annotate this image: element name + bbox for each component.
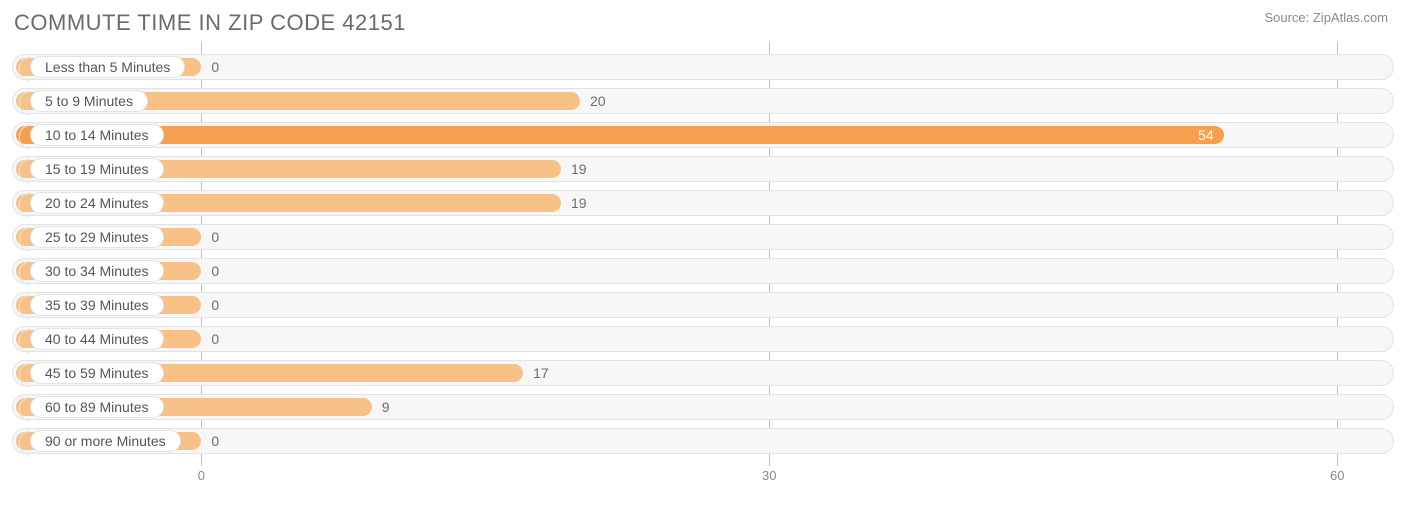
category-label: 90 or more Minutes [30,430,181,452]
bar-row: 45 to 59 Minutes 17 [12,356,1394,390]
chart-header: COMMUTE TIME IN ZIP CODE 42151 Source: Z… [0,0,1406,42]
bar-value: 0 [211,59,219,75]
bar-value: 0 [211,263,219,279]
chart-area: Less than 5 Minutes 0 5 to 9 Minutes 20 10 t… [12,42,1394,484]
category-label: 35 to 39 Minutes [30,294,164,316]
category-label: 45 to 59 Minutes [30,362,164,384]
bar-value: 9 [382,399,390,415]
category-label: 25 to 29 Minutes [30,226,164,248]
bar-value: 54 [1198,127,1214,143]
bar-value: 19 [571,195,587,211]
x-tick-label: 0 [198,468,205,483]
bar-track [12,428,1394,454]
bar-track [12,292,1394,318]
category-label: 20 to 24 Minutes [30,192,164,214]
bar-value: 17 [533,365,549,381]
bar-row: 25 to 29 Minutes 0 [12,220,1394,254]
x-tick-label: 60 [1330,468,1344,483]
bar-value: 20 [590,93,606,109]
rows-container: Less than 5 Minutes 0 5 to 9 Minutes 20 10 t… [12,50,1394,458]
bar-track [12,224,1394,250]
x-tick-label: 30 [762,468,776,483]
bar-track [12,326,1394,352]
bar-row: 15 to 19 Minutes 19 [12,152,1394,186]
bar-row: 35 to 39 Minutes 0 [12,288,1394,322]
bar-row: Less than 5 Minutes 0 [12,50,1394,84]
bar-value: 0 [211,433,219,449]
bar-row: 90 or more Minutes 0 [12,424,1394,458]
bar [16,126,1224,144]
bar-value: 0 [211,229,219,245]
category-label: Less than 5 Minutes [30,56,185,78]
bar-row: 30 to 34 Minutes 0 [12,254,1394,288]
bar-row: 40 to 44 Minutes 0 [12,322,1394,356]
bar-track [12,54,1394,80]
bar-row: 60 to 89 Minutes 9 [12,390,1394,424]
bar-row: 10 to 14 Minutes 54 [12,118,1394,152]
bar-value: 19 [571,161,587,177]
category-label: 10 to 14 Minutes [30,124,164,146]
bar-row: 20 to 24 Minutes 19 [12,186,1394,220]
bar-track [12,258,1394,284]
x-axis: 0 30 60 [12,466,1394,484]
category-label: 30 to 34 Minutes [30,260,164,282]
category-label: 15 to 19 Minutes [30,158,164,180]
chart-title: COMMUTE TIME IN ZIP CODE 42151 [14,10,406,36]
category-label: 40 to 44 Minutes [30,328,164,350]
category-label: 60 to 89 Minutes [30,396,164,418]
bar-value: 0 [211,331,219,347]
bar-value: 0 [211,297,219,313]
chart-source: Source: ZipAtlas.com [1264,10,1388,25]
chart-plot: Less than 5 Minutes 0 5 to 9 Minutes 20 10 t… [12,42,1394,484]
bar-row: 5 to 9 Minutes 20 [12,84,1394,118]
category-label: 5 to 9 Minutes [30,90,148,112]
